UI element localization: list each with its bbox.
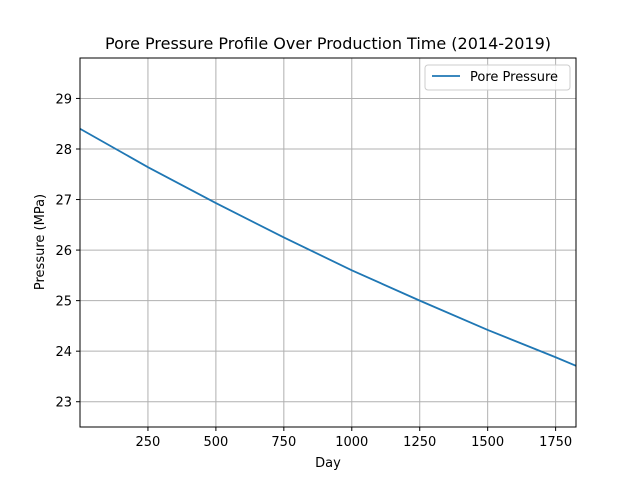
y-tick-label: 25 xyxy=(55,295,72,310)
y-tick-label: 23 xyxy=(55,396,72,411)
series-line-pore-pressure xyxy=(79,127,577,367)
grid-lines xyxy=(80,58,576,427)
y-tick-label: 27 xyxy=(55,194,72,209)
y-tick-label: 24 xyxy=(55,345,72,360)
x-tick-label: 1250 xyxy=(403,435,436,450)
x-tick-label: 1750 xyxy=(539,435,572,450)
y-tick-label: 26 xyxy=(55,244,72,259)
x-tick-label: 1000 xyxy=(335,435,368,450)
legend-box xyxy=(424,64,571,91)
x-tick-label: 500 xyxy=(203,435,228,450)
x-tick-label: 1500 xyxy=(471,435,504,450)
plot-area-frame xyxy=(79,57,577,428)
axis-ticks: 250 500 750 1000 1250 1500 1750 23 24 25 26 27 28 29 xyxy=(55,92,572,450)
series-layer xyxy=(79,127,577,367)
x-tick-label: 250 xyxy=(136,435,161,450)
y-tick-label: 28 xyxy=(55,143,72,158)
x-axis-label: Day xyxy=(315,456,341,471)
y-tick-label: 29 xyxy=(55,92,72,107)
x-tick-label: 750 xyxy=(271,435,296,450)
y-axis-label: Pressure (MPa) xyxy=(33,194,48,290)
legend: Pore Pressure xyxy=(424,64,571,91)
chart-title: Pore Pressure Profile Over Production Ti… xyxy=(105,34,551,53)
legend-label-pore-pressure: Pore Pressure xyxy=(470,70,558,85)
